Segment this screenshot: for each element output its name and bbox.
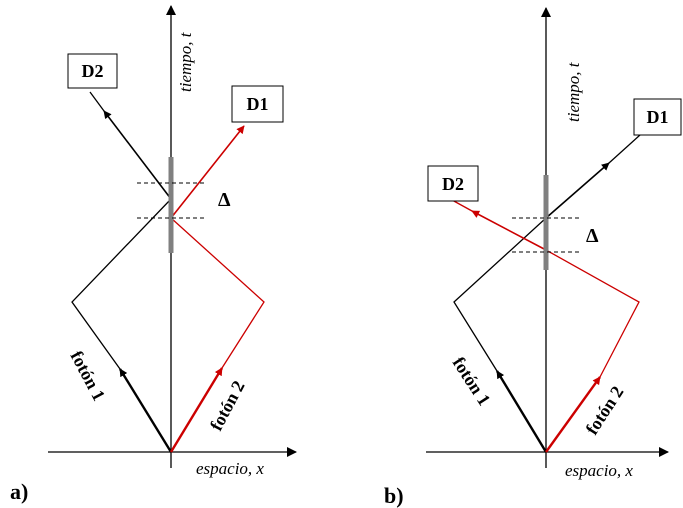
photon-1-label: fotón 1 — [66, 347, 109, 404]
photon-2-arrow — [169, 367, 224, 453]
detector-d2-box — [67, 53, 118, 89]
photon-1-arrow — [495, 370, 548, 453]
detector-d1-box — [633, 98, 682, 136]
photon-2-path — [545, 249, 640, 378]
panel-b: espacio, x tiempo, t Δ D2 D1 fotón 1 fot… — [384, 7, 682, 508]
detector-d2-box — [427, 165, 479, 202]
photon-1-path — [453, 217, 547, 372]
photon-1-output-tail — [608, 134, 641, 164]
detector-d1-box — [231, 85, 284, 123]
detector-d2-label: D2 — [442, 174, 464, 194]
photon-2-output — [170, 125, 245, 219]
panel-a-label: a) — [10, 479, 28, 504]
x-axis-label: espacio, x — [565, 461, 633, 480]
photon-2-output-tail — [451, 199, 473, 212]
photon-2-label: fotón 2 — [582, 382, 628, 438]
detector-d2-label: D2 — [82, 61, 104, 81]
photon-1-label: fotón 1 — [449, 353, 495, 409]
photon-1-output — [103, 110, 172, 200]
panel-a: espacio, x tiempo, t Δ D2 D1 fotón 1 fot… — [10, 5, 297, 504]
photon-2-arrow — [545, 376, 601, 453]
photon-2-path — [170, 217, 265, 369]
delay-label: Δ — [586, 225, 599, 247]
photon-1-output-tail — [89, 91, 105, 112]
detector-d1-label: D1 — [247, 94, 269, 114]
detector-d1-label: D1 — [647, 107, 669, 127]
t-axis-label: tiempo, t — [564, 61, 583, 122]
photon-1-arrow — [118, 368, 173, 453]
photon-2-output — [471, 210, 547, 251]
t-axis-label: tiempo, t — [176, 31, 195, 92]
photon-1-output — [545, 162, 610, 219]
photon-1-path — [71, 198, 172, 370]
delay-label: Δ — [218, 189, 231, 211]
x-axis-label: espacio, x — [196, 459, 264, 478]
panel-b-label: b) — [384, 483, 404, 508]
